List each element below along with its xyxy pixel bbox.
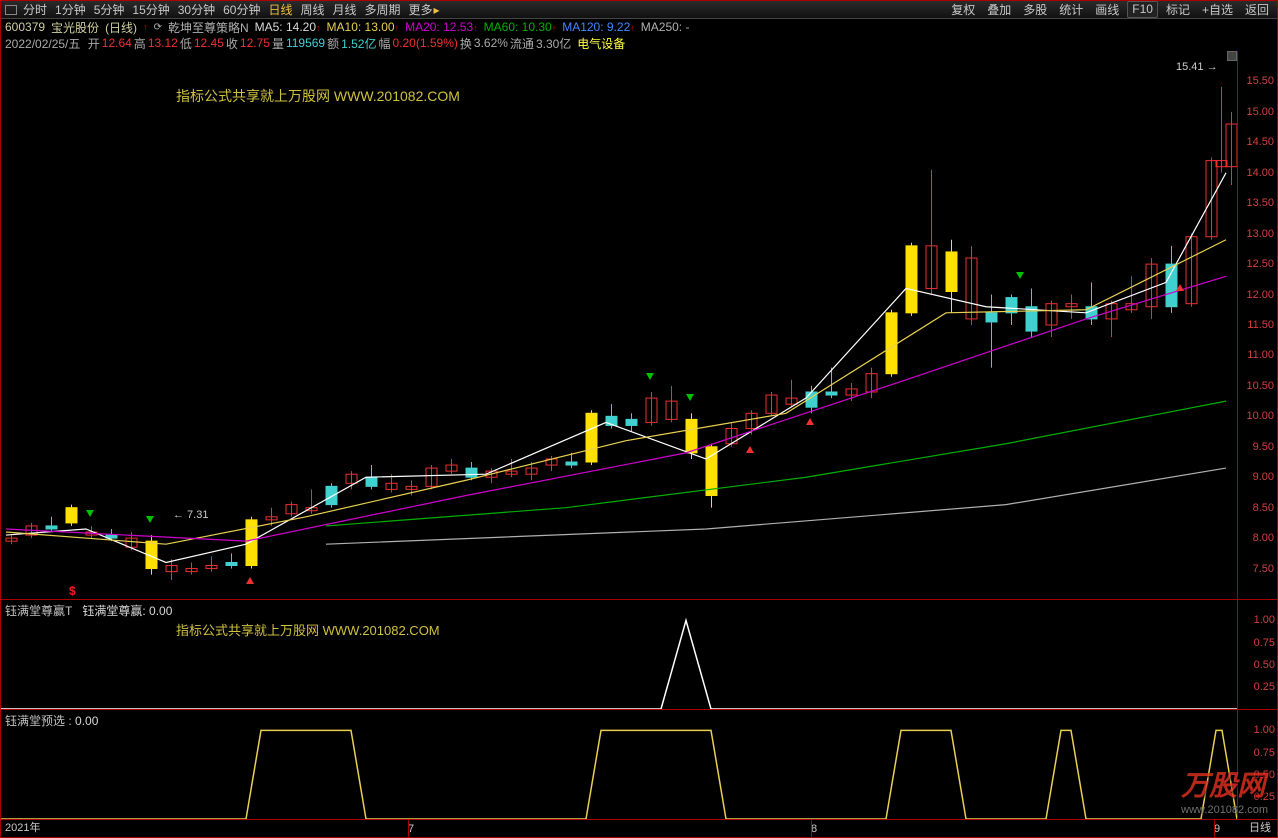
- close-value: 12.75: [240, 36, 270, 50]
- vol-label: 量: [272, 35, 284, 52]
- period-tab-7[interactable]: 周线: [300, 1, 324, 18]
- period-tabs: 分时 1分钟 5分钟 15分钟 30分钟 60分钟日线周线月线多周期更多: [23, 1, 433, 18]
- sell-arrow-icon: [86, 510, 94, 517]
- period-tab-0[interactable]: 分时: [23, 1, 47, 18]
- indicator2-chart: [1, 710, 1237, 819]
- sector-text: 电气设备: [577, 35, 625, 52]
- chg-label: 幅: [378, 35, 390, 52]
- high-value: 13.12: [148, 36, 178, 50]
- ma20-label: MA20: 12.53↑: [405, 20, 478, 34]
- ma120-label: MA120: 9.22↑: [562, 20, 635, 34]
- sell-arrow-icon: [686, 394, 694, 401]
- float-label: 流通: [510, 35, 534, 52]
- toolbar-btn-6[interactable]: 标记: [1162, 1, 1194, 18]
- stock-code: 600379: [5, 20, 45, 34]
- buy-arrow-icon: [746, 446, 754, 453]
- open-label: 开: [88, 35, 100, 52]
- period-tab-6[interactable]: 日线: [268, 1, 292, 18]
- dollar-icon: $: [69, 584, 76, 598]
- strategy-name: 乾坤至尊策略N: [168, 19, 249, 36]
- turn-label: 换: [460, 35, 472, 52]
- period-tab-4[interactable]: 30分钟: [178, 1, 215, 18]
- toolbar-btn-7[interactable]: +自选: [1198, 1, 1237, 18]
- ma60-label: MA60: 10.30↑: [484, 20, 557, 34]
- indicator1-chart: [1, 600, 1237, 709]
- toolbar-btn-3[interactable]: 统计: [1055, 1, 1087, 18]
- time-axis: 日线 2021年789: [1, 819, 1277, 837]
- amt-value: 1.52亿: [341, 35, 376, 52]
- open-value: 12.64: [102, 36, 132, 50]
- period-tab-2[interactable]: 5分钟: [94, 1, 125, 18]
- refresh-icon[interactable]: ⟳: [154, 22, 162, 33]
- ma250-label: MA250: -: [641, 20, 690, 34]
- indicator-pane-1[interactable]: 钰满堂尊赢T 钰满堂尊赢: 0.00 指标公式共享就上万股网 WWW.20108…: [1, 599, 1277, 709]
- sell-arrow-icon: [646, 373, 654, 380]
- period-tab-9[interactable]: 多周期: [365, 1, 401, 18]
- toolbar-btn-1[interactable]: 叠加: [983, 1, 1015, 18]
- float-value: 3.30亿: [536, 35, 571, 52]
- indicator1-axis: 0.250.500.751.00: [1237, 600, 1277, 709]
- xaxis-label: 2021年: [5, 819, 40, 835]
- low-value: 12.45: [194, 36, 224, 50]
- high-price-callout: 15.41 →: [1176, 61, 1218, 73]
- close-label: 收: [226, 35, 238, 52]
- toolbar-btn-4[interactable]: 画线: [1091, 1, 1123, 18]
- toolbar-btn-2[interactable]: 多股: [1019, 1, 1051, 18]
- price-axis: 7.508.008.509.009.5010.0010.5011.0011.50…: [1237, 51, 1277, 599]
- main-chart-pane[interactable]: 指标公式共享就上万股网 WWW.201082.COM 15.41 → ← 7.3…: [1, 51, 1277, 599]
- ma5-label: MA5: 14.20↑: [255, 20, 321, 34]
- high-label: 高: [134, 35, 146, 52]
- sell-arrow-icon: [146, 516, 154, 523]
- period-tag: 日线: [1249, 819, 1271, 835]
- low-price-callout: ← 7.31: [173, 509, 208, 521]
- sell-arrow-icon: [1016, 272, 1024, 279]
- chg-value: 0.20(1.59%): [393, 36, 458, 50]
- toolbar-btn-5[interactable]: F10: [1127, 1, 1158, 18]
- menu-icon[interactable]: [5, 5, 17, 15]
- indicator2-axis: 0.250.500.751.00: [1237, 710, 1277, 819]
- stock-name: 宝光股份: [51, 19, 99, 36]
- vol-value: 119569: [286, 36, 325, 50]
- period-tab-10[interactable]: 更多: [409, 1, 433, 18]
- up-arrow-icon: ↑: [143, 22, 148, 32]
- period-suffix: (日线): [105, 19, 137, 36]
- period-tab-3[interactable]: 15分钟: [132, 1, 169, 18]
- ohlc-info-line: 2022/02/25/五 开12.64 高13.12 低12.45 收12.75…: [1, 35, 1277, 51]
- period-tab-5[interactable]: 60分钟: [223, 1, 260, 18]
- indicator1-header: 钰满堂尊赢T 钰满堂尊赢: 0.00: [5, 602, 172, 619]
- stock-info-line: 600379 宝光股份 (日线) ↑ ⟳ 乾坤至尊策略N MA5: 14.20↑…: [1, 19, 1277, 35]
- toolbar-btn-0[interactable]: 复权: [947, 1, 979, 18]
- ma10-label: MA10: 13.00↑: [327, 20, 400, 34]
- buy-arrow-icon: [1176, 284, 1184, 291]
- toolbar-buttons: 复权叠加多股统计画线F10标记+自选返回: [947, 1, 1273, 18]
- low-label: 低: [180, 35, 192, 52]
- toolbar-btn-8[interactable]: 返回: [1241, 1, 1273, 18]
- turn-value: 3.62%: [474, 36, 508, 50]
- more-icon[interactable]: ▸: [434, 3, 440, 17]
- amt-label: 额: [327, 35, 339, 52]
- period-tab-bar: 分时 1分钟 5分钟 15分钟 30分钟 60分钟日线周线月线多周期更多 ▸ 复权叠加多股…: [1, 1, 1277, 19]
- period-tab-1[interactable]: 1分钟: [55, 1, 86, 18]
- buy-arrow-icon: [246, 577, 254, 584]
- date-text: 2022/02/25/五: [5, 35, 80, 52]
- period-tab-8[interactable]: 月线: [333, 1, 357, 18]
- indicator2-header: 钰满堂预选 : 0.00: [5, 712, 98, 729]
- buy-arrow-icon: [806, 418, 814, 425]
- indicator-pane-2[interactable]: 钰满堂预选 : 0.00 0.250.500.751.00: [1, 709, 1277, 819]
